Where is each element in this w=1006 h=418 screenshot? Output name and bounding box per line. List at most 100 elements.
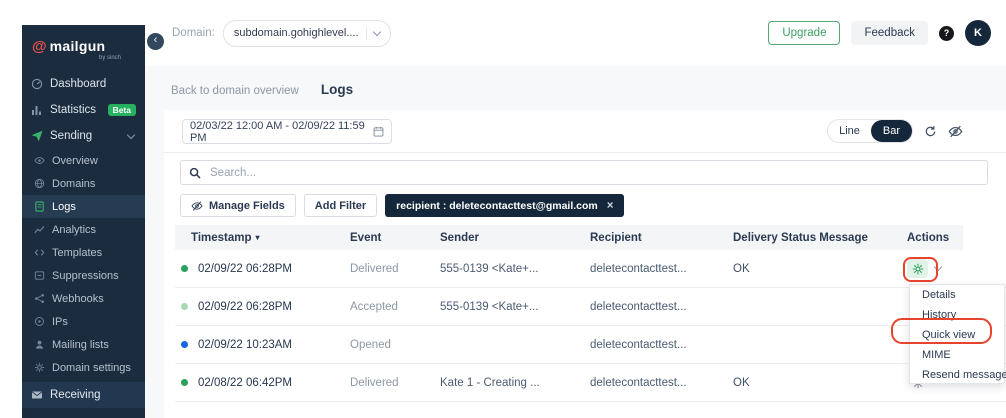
sort-down-icon: ▾ [255, 233, 260, 242]
sidebar-item-logs[interactable]: Logs [22, 195, 145, 218]
sidebar-item-sending[interactable]: Sending [22, 123, 145, 149]
toggle-bar[interactable]: Bar [870, 120, 912, 142]
webhook-share-icon [34, 293, 45, 304]
brand-name: mailgun [49, 38, 106, 54]
logs-card: 02/03/22 12:00 AM - 02/09/22 11:59 PM Li… [164, 110, 1006, 418]
sidebar-item-label: Domains [52, 177, 96, 190]
sidebar-item-mailing-lists[interactable]: Mailing lists [22, 333, 145, 356]
menu-item-quick-view[interactable]: Quick view [922, 329, 976, 341]
recipient-cell: deletecontacttest... [590, 376, 687, 389]
sender-cell: 555-0139 <Kate+... [440, 300, 539, 313]
chevron-down-icon[interactable] [933, 262, 943, 272]
sidebar-collapse-button[interactable]: ‹ [147, 33, 164, 50]
sidebar-item-suppressions[interactable]: Suppressions [22, 264, 145, 287]
sidebar-item-label: Domain settings [52, 361, 131, 374]
event-cell: Opened [350, 338, 391, 351]
date-range-picker[interactable]: 02/03/22 12:00 AM - 02/09/22 11:59 PM [182, 119, 392, 144]
domain-selector-group: Domain: subdomain.gohighlevel.... [172, 0, 391, 66]
suppress-list-icon [34, 270, 45, 281]
timestamp-cell: 02/09/22 10:23AM [181, 339, 350, 351]
sidebar-item-label: Webhooks [52, 292, 104, 305]
row-actions-gear-icon[interactable] [907, 259, 928, 278]
breadcrumb: Back to domain overview Logs [171, 82, 353, 97]
inbox-mail-icon [31, 389, 43, 401]
event-status-dot [181, 379, 188, 386]
upgrade-button[interactable]: Upgrade [768, 21, 841, 45]
avatar[interactable]: K [965, 20, 991, 46]
page-title: Logs [320, 82, 354, 97]
header-label: Timestamp [191, 231, 252, 244]
sidebar-item-dashboard[interactable]: Dashboard [22, 71, 145, 97]
event-status-dot [181, 303, 188, 310]
filter-chip-recipient[interactable]: recipient : deletecontacttest@gmail.com … [385, 194, 625, 217]
menu-item-mime[interactable]: MIME [922, 349, 951, 361]
delivery-status-cell: OK [733, 262, 750, 275]
column-header-timestamp[interactable]: Timestamp ▾ [191, 232, 350, 244]
sidebar-item-label: Statistics [50, 104, 97, 116]
sidebar-item-analytics[interactable]: Analytics [22, 218, 145, 241]
close-icon[interactable]: × [606, 199, 614, 212]
add-filter-button[interactable]: Add Filter [303, 194, 378, 217]
manage-fields-button[interactable]: Manage Fields [180, 194, 296, 217]
search-input[interactable] [208, 165, 979, 180]
sidebar: @ mailgun by sinch Dashboard Statistics … [22, 25, 145, 418]
search-icon [189, 167, 201, 179]
line-chart-icon [34, 224, 45, 235]
sidebar-item-label: Templates [52, 246, 103, 259]
location-pin-icon [34, 316, 45, 327]
table-row: 02/09/22 10:23AM Opened deletecontacttes… [175, 326, 1006, 364]
sidebar-item-label: Mailing lists [52, 338, 109, 351]
add-filter-label: Add Filter [314, 199, 367, 212]
sender-cell: Kate 1 - Creating ... [440, 376, 540, 389]
domain-select[interactable]: subdomain.gohighlevel.... [222, 19, 391, 47]
help-icon[interactable]: ? [939, 25, 954, 41]
sidebar-item-label: Analytics [52, 223, 97, 236]
gear-icon [34, 362, 45, 373]
sidebar-item-statistics[interactable]: Statistics Beta [22, 97, 145, 123]
table-row: 02/08/22 06:42PM Delivered Kate 1 - Crea… [175, 364, 1006, 402]
recipient-cell: deletecontacttest... [590, 338, 687, 351]
sender-cell: 555-0139 <Kate+... [440, 262, 539, 275]
delivery-status-cell: OK [733, 376, 750, 389]
sidebar-item-templates[interactable]: Templates [22, 241, 145, 264]
sidebar-item-overview[interactable]: Overview [22, 149, 145, 172]
refresh-icon[interactable] [924, 125, 937, 138]
table-header: Timestamp ▾ Event Sender Recipient Deliv… [175, 225, 963, 250]
topbar: ‹ Domain: subdomain.gohighlevel.... Upgr… [145, 0, 1006, 67]
chevron-down-icon [372, 27, 381, 36]
sidebar-item-webhooks[interactable]: Webhooks [22, 287, 145, 310]
eye-icon [34, 155, 45, 166]
menu-item-resend-message[interactable]: Resend message [922, 369, 1006, 381]
code-icon [34, 247, 45, 258]
sidebar-item-label: Dashboard [50, 78, 107, 90]
row-actions-menu: Details History Quick view MIME Resend m… [909, 284, 1006, 384]
table-row: 02/09/22 06:28PM Delivered 555-0139 <Kat… [175, 250, 1006, 288]
main-content: Back to domain overview Logs 02/03/22 12… [145, 66, 1006, 418]
beta-badge: Beta [107, 103, 136, 117]
event-cell: Accepted [350, 300, 398, 313]
back-to-domain-overview-link[interactable]: Back to domain overview [171, 85, 299, 97]
domain-label: Domain: [172, 27, 215, 39]
table-row: 02/09/22 06:28PM Accepted 555-0139 <Kate… [175, 288, 1006, 326]
search-bar [180, 160, 988, 185]
sidebar-item-receiving[interactable]: Receiving [22, 382, 145, 408]
timestamp-value: 02/08/22 06:42PM [198, 376, 292, 389]
menu-item-details[interactable]: Details [922, 289, 956, 301]
sidebar-item-domain-settings[interactable]: Domain settings [22, 356, 145, 379]
event-cell: Delivered [350, 262, 399, 275]
manage-fields-label: Manage Fields [209, 199, 285, 212]
brand-byline: by sinch [98, 55, 121, 61]
chart-type-toggle: Line Bar [827, 119, 913, 143]
toggle-line[interactable]: Line [839, 125, 860, 137]
calendar-icon [373, 126, 384, 137]
sidebar-item-ips[interactable]: IPs [22, 310, 145, 333]
menu-item-history[interactable]: History [922, 309, 957, 321]
sidebar-item-domains[interactable]: Domains [22, 172, 145, 195]
column-header-delivery: Delivery Status Message [733, 231, 868, 244]
hide-chart-eye-slash-icon[interactable] [948, 124, 963, 139]
feedback-button[interactable]: Feedback [851, 21, 928, 45]
table-body: 02/09/22 06:28PM Delivered 555-0139 <Kat… [175, 250, 1006, 402]
column-header-sender: Sender [440, 231, 479, 244]
chevron-down-icon [126, 130, 136, 139]
